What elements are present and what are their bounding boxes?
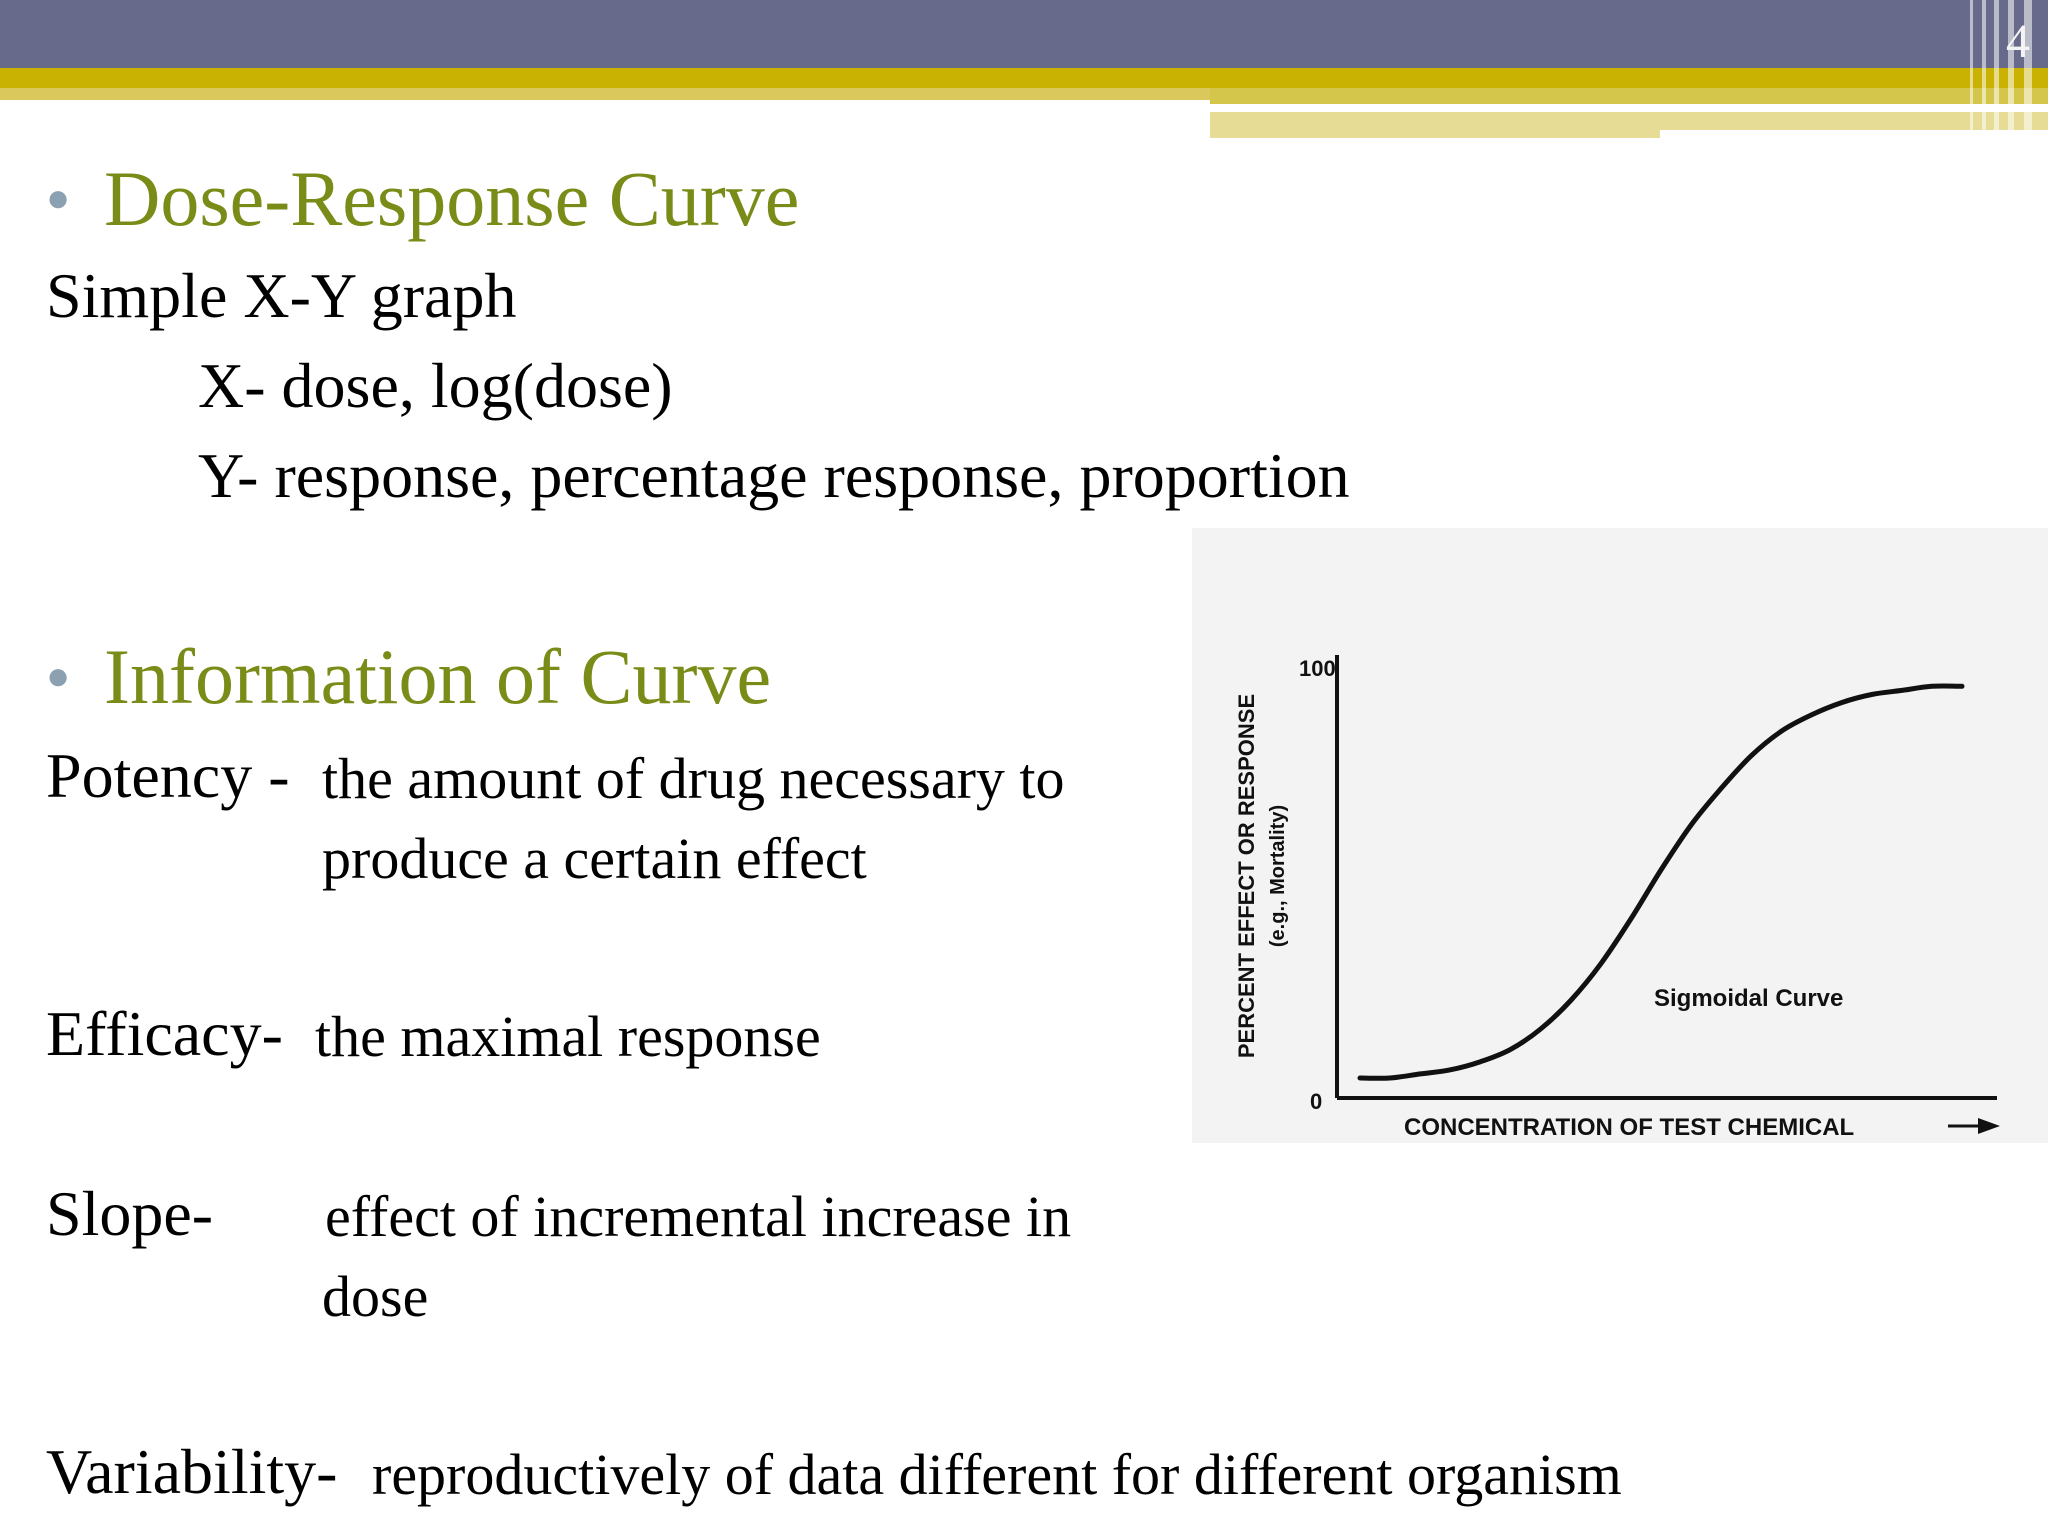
header-stripe bbox=[2024, 0, 2032, 138]
slide-number: 4 bbox=[2006, 15, 2030, 68]
chart-svg: 100 0 PERCENT EFFECT OR RESPONSE (e.g., … bbox=[1234, 655, 2000, 1141]
term-definition: reproductively of data different for dif… bbox=[372, 1442, 1622, 1507]
section-heading: Information of Curve bbox=[104, 633, 772, 720]
term-label: Potency - bbox=[46, 740, 290, 811]
header-accent-band bbox=[0, 68, 2048, 88]
term-definition: the maximal response bbox=[315, 1004, 821, 1069]
y-axis-subtitle: (e.g., Mortality) bbox=[1267, 805, 1289, 947]
y-tick-label: 0 bbox=[1310, 1089, 1322, 1114]
term-definition: dose bbox=[322, 1264, 429, 1329]
body-line: Simple X-Y graph bbox=[46, 260, 517, 331]
curve-annotation: Sigmoidal Curve bbox=[1654, 985, 1843, 1012]
term-definition: the amount of drug necessary to bbox=[322, 746, 1065, 811]
y-axis-title: PERCENT EFFECT OR RESPONSE bbox=[1234, 694, 1259, 1058]
term-definition: produce a certain effect bbox=[322, 826, 867, 891]
header-accent-band bbox=[1210, 88, 2048, 104]
bullet-icon: ● bbox=[46, 653, 71, 698]
bullet-icon: ● bbox=[46, 175, 71, 220]
header-stripe bbox=[1982, 0, 1986, 138]
term-label: Slope- bbox=[46, 1178, 214, 1249]
y-tick-label: 100 bbox=[1299, 656, 1336, 681]
arrow-right-icon bbox=[1948, 1118, 2000, 1134]
header-stripe bbox=[1970, 0, 1973, 138]
section-heading: Dose-Response Curve bbox=[104, 155, 800, 242]
body-line: X- dose, log(dose) bbox=[198, 350, 673, 421]
header-bar bbox=[0, 0, 2048, 68]
body-line: Y- response, percentage response, propor… bbox=[198, 440, 1350, 511]
x-axis-title: CONCENTRATION OF TEST CHEMICAL bbox=[1404, 1114, 1854, 1141]
sigmoid-curve-line bbox=[1357, 683, 1965, 1081]
term-label: Efficacy- bbox=[46, 998, 283, 1069]
header-accent-gap bbox=[1660, 130, 2048, 138]
header-stripe bbox=[2008, 0, 2014, 138]
header-accent-gap bbox=[1210, 104, 2048, 112]
header-accent-band bbox=[0, 88, 1210, 100]
term-label: Variability- bbox=[46, 1436, 338, 1507]
term-definition: effect of incremental increase in bbox=[325, 1184, 1072, 1249]
header-stripe bbox=[1994, 0, 1999, 138]
dose-response-chart: 100 0 PERCENT EFFECT OR RESPONSE (e.g., … bbox=[1192, 528, 2048, 1143]
